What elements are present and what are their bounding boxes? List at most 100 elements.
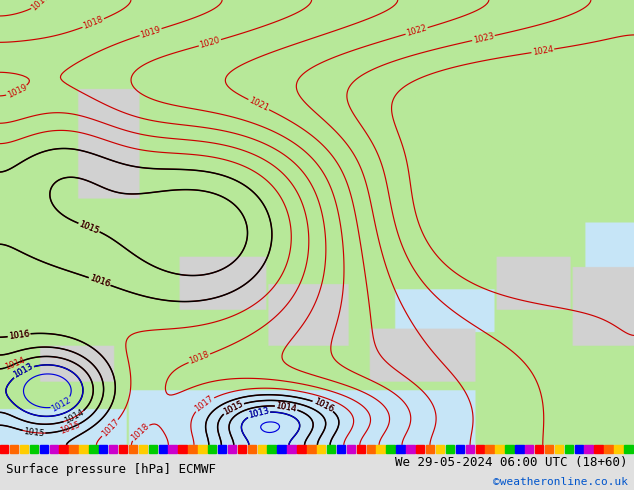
Text: 1017: 1017 bbox=[193, 394, 216, 414]
Bar bbox=[476, 445, 484, 453]
Bar bbox=[268, 445, 276, 453]
Bar bbox=[248, 445, 256, 453]
Text: 1017: 1017 bbox=[29, 0, 51, 12]
Bar bbox=[188, 445, 197, 453]
Text: 1019: 1019 bbox=[6, 83, 29, 100]
Bar bbox=[139, 445, 147, 453]
Bar bbox=[30, 445, 38, 453]
Text: 1014: 1014 bbox=[3, 356, 26, 372]
Bar bbox=[604, 445, 612, 453]
Text: 1013: 1013 bbox=[12, 362, 35, 380]
Text: 1016: 1016 bbox=[312, 397, 335, 414]
Bar bbox=[218, 445, 226, 453]
Bar bbox=[574, 445, 583, 453]
Bar bbox=[595, 445, 603, 453]
Text: 1015: 1015 bbox=[23, 427, 45, 438]
Bar bbox=[347, 445, 355, 453]
Bar bbox=[416, 445, 425, 453]
Text: 1018: 1018 bbox=[82, 15, 105, 31]
Text: 1016: 1016 bbox=[312, 397, 335, 414]
Bar bbox=[317, 445, 325, 453]
Bar bbox=[257, 445, 266, 453]
Text: 1020: 1020 bbox=[198, 36, 221, 50]
Bar bbox=[69, 445, 78, 453]
Text: 1015: 1015 bbox=[222, 399, 245, 416]
Bar bbox=[39, 445, 48, 453]
Bar bbox=[465, 445, 474, 453]
Bar bbox=[287, 445, 295, 453]
Bar bbox=[327, 445, 335, 453]
Text: ©weatheronline.co.uk: ©weatheronline.co.uk bbox=[493, 477, 628, 487]
Bar bbox=[148, 445, 157, 453]
Bar bbox=[337, 445, 346, 453]
Text: Surface pressure [hPa] ECMWF: Surface pressure [hPa] ECMWF bbox=[6, 463, 216, 476]
Bar bbox=[396, 445, 404, 453]
Bar bbox=[307, 445, 316, 453]
Bar bbox=[386, 445, 395, 453]
Bar bbox=[49, 445, 58, 453]
Bar bbox=[228, 445, 236, 453]
Text: 1015: 1015 bbox=[77, 220, 100, 236]
Text: 1024: 1024 bbox=[532, 45, 554, 57]
Bar bbox=[505, 445, 514, 453]
Bar bbox=[535, 445, 543, 453]
Text: 1019: 1019 bbox=[139, 24, 162, 40]
Text: 1015: 1015 bbox=[77, 220, 100, 236]
Text: 1023: 1023 bbox=[472, 31, 495, 45]
Text: 1015: 1015 bbox=[222, 399, 245, 416]
Bar bbox=[614, 445, 623, 453]
Text: 1013: 1013 bbox=[12, 362, 35, 380]
Bar bbox=[366, 445, 375, 453]
Bar bbox=[119, 445, 127, 453]
Bar bbox=[99, 445, 108, 453]
Bar bbox=[238, 445, 246, 453]
Bar bbox=[60, 445, 68, 453]
Bar bbox=[515, 445, 524, 453]
Bar bbox=[0, 445, 8, 453]
Text: 1014: 1014 bbox=[63, 408, 86, 426]
Bar bbox=[89, 445, 98, 453]
Bar bbox=[208, 445, 216, 453]
Bar bbox=[486, 445, 494, 453]
Text: We 29-05-2024 06:00 UTC (18+60): We 29-05-2024 06:00 UTC (18+60) bbox=[395, 456, 628, 468]
Text: 1015: 1015 bbox=[58, 420, 81, 436]
Bar bbox=[456, 445, 464, 453]
Text: 1017: 1017 bbox=[100, 417, 121, 439]
Text: 1012: 1012 bbox=[50, 395, 73, 414]
Text: 1014: 1014 bbox=[275, 401, 297, 414]
Bar bbox=[377, 445, 385, 453]
Bar bbox=[426, 445, 434, 453]
Text: 1014: 1014 bbox=[275, 401, 297, 414]
Text: 1016: 1016 bbox=[88, 274, 111, 289]
Text: 1016: 1016 bbox=[8, 329, 30, 341]
Bar bbox=[406, 445, 415, 453]
Text: 1016: 1016 bbox=[8, 329, 30, 341]
Bar bbox=[555, 445, 563, 453]
Text: 1021: 1021 bbox=[247, 96, 270, 113]
Bar bbox=[109, 445, 117, 453]
Bar bbox=[297, 445, 306, 453]
Bar bbox=[545, 445, 553, 453]
Bar bbox=[129, 445, 137, 453]
Bar bbox=[624, 445, 633, 453]
Bar bbox=[169, 445, 177, 453]
Bar bbox=[278, 445, 286, 453]
Text: 1022: 1022 bbox=[405, 24, 428, 38]
Text: 1013: 1013 bbox=[247, 407, 270, 420]
Text: 1018: 1018 bbox=[129, 421, 151, 442]
Text: 1016: 1016 bbox=[88, 274, 111, 289]
Bar bbox=[446, 445, 454, 453]
Bar bbox=[178, 445, 187, 453]
Bar bbox=[495, 445, 504, 453]
Text: 1018: 1018 bbox=[188, 350, 210, 367]
Bar bbox=[79, 445, 87, 453]
Bar bbox=[356, 445, 365, 453]
Bar bbox=[20, 445, 29, 453]
Bar bbox=[525, 445, 533, 453]
Bar bbox=[436, 445, 444, 453]
Text: 1013: 1013 bbox=[247, 407, 270, 420]
Bar bbox=[158, 445, 167, 453]
Bar bbox=[565, 445, 573, 453]
Bar bbox=[585, 445, 593, 453]
Bar bbox=[10, 445, 18, 453]
